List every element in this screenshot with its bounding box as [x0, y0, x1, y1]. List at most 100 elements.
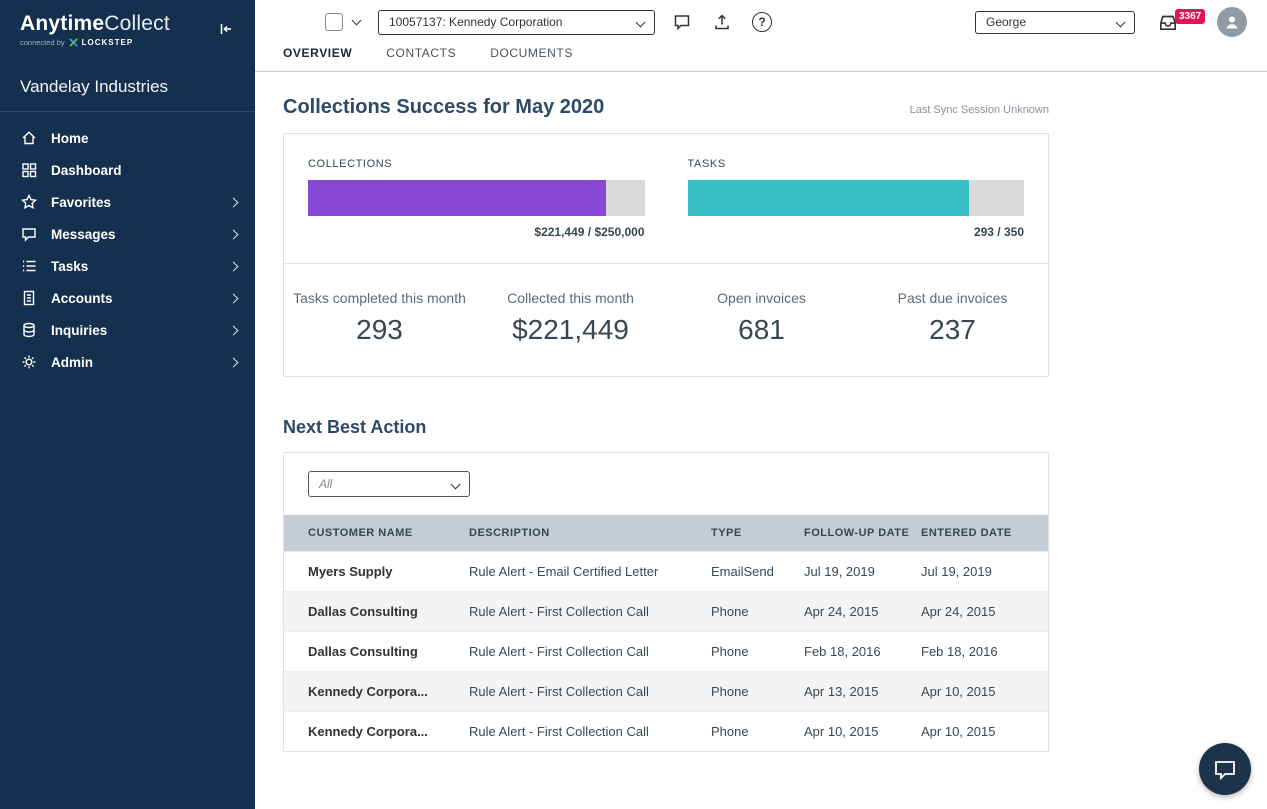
cell-customer: Dallas Consulting	[308, 604, 418, 619]
user-select[interactable]: George	[975, 10, 1135, 34]
sidebar-collapse-icon[interactable]	[213, 16, 239, 47]
home-icon	[20, 129, 38, 147]
account-select[interactable]: 10057137: Kennedy Corporation	[378, 9, 655, 35]
brand-collect: Collect	[104, 12, 170, 35]
cell-type: Phone	[711, 724, 749, 739]
table-row[interactable]: Kennedy Corpora... Rule Alert - First Co…	[284, 671, 1048, 711]
database-icon	[20, 321, 38, 339]
cell-customer: Dallas Consulting	[308, 644, 418, 659]
sidebar-item-admin[interactable]: Admin	[0, 346, 255, 378]
table-row[interactable]: Kennedy Corpora... Rule Alert - First Co…	[284, 711, 1048, 751]
sidebar: AnytimeCollect connected by LOCKSTEP Van…	[0, 0, 255, 809]
table-header-row: CUSTOMER NAME DESCRIPTION TYPE FOLLOW-UP…	[284, 515, 1048, 551]
main-content: Collections Success for May 2020 Last Sy…	[255, 72, 1267, 792]
chat-bubble-icon	[1215, 761, 1235, 781]
cell-description: Rule Alert - First Collection Call	[469, 684, 649, 699]
chevron-right-icon	[228, 357, 239, 367]
cell-followup: Apr 24, 2015	[804, 604, 879, 619]
table-row[interactable]: Dallas Consulting Rule Alert - First Col…	[284, 591, 1048, 631]
connected-by-label: connected by	[20, 38, 65, 47]
cell-description: Rule Alert - Email Certified Letter	[469, 564, 659, 579]
sidebar-item-messages[interactable]: Messages	[0, 218, 255, 250]
cell-entered: Apr 10, 2015	[921, 684, 996, 699]
tab-documents[interactable]: DOCUMENTS	[490, 46, 573, 60]
sidebar-item-inquiries[interactable]: Inquiries	[0, 314, 255, 346]
cell-type: Phone	[711, 684, 749, 699]
account-select-value: 10057137: Kennedy Corporation	[389, 15, 563, 29]
select-all-checkbox[interactable]	[325, 13, 343, 31]
cell-type: Phone	[711, 604, 749, 619]
last-sync-status: Last Sync Session Unknown	[909, 104, 1049, 116]
column-followup-date: FOLLOW-UP DATE	[804, 527, 910, 539]
cell-description: Rule Alert - First Collection Call	[469, 644, 649, 659]
stat-collected: Collected this month $221,449	[507, 290, 634, 345]
sidebar-item-label: Favorites	[51, 194, 112, 210]
cell-entered: Feb 18, 2016	[921, 644, 998, 659]
chevron-down-icon	[1115, 17, 1126, 27]
star-icon	[20, 193, 38, 211]
sidebar-item-label: Home	[51, 130, 89, 146]
column-type: TYPE	[711, 527, 742, 539]
sidebar-item-label: Tasks	[51, 258, 89, 274]
sidebar-item-label: Dashboard	[51, 162, 122, 178]
tab-contacts[interactable]: CONTACTS	[386, 46, 457, 60]
person-icon	[1226, 16, 1238, 29]
avatar[interactable]	[1217, 7, 1247, 37]
stat-open-invoices: Open invoices 681	[717, 290, 806, 345]
sidebar-nav: Home Dashboard Favorites Messages Tasks	[0, 112, 255, 378]
company-name: Vandelay Industries	[20, 77, 169, 96]
collections-label: COLLECTIONS	[308, 158, 393, 170]
upload-icon[interactable]	[709, 9, 735, 35]
chevron-right-icon	[228, 325, 239, 335]
cell-entered: Apr 10, 2015	[921, 724, 996, 739]
cell-entered: Jul 19, 2019	[921, 564, 992, 579]
collections-value: $221,449 / $250,000	[534, 225, 645, 239]
help-icon[interactable]: ?	[749, 9, 775, 35]
chat-fab[interactable]	[1199, 743, 1251, 795]
cell-description: Rule Alert - First Collection Call	[469, 724, 649, 739]
type-filter-select[interactable]: All	[308, 471, 470, 497]
sidebar-item-label: Inquiries	[51, 322, 108, 338]
table-row[interactable]: Dallas Consulting Rule Alert - First Col…	[284, 631, 1048, 671]
tasks-bar-fill	[687, 180, 970, 216]
sidebar-item-accounts[interactable]: Accounts	[0, 282, 255, 314]
tab-overview[interactable]: OVERVIEW	[283, 46, 353, 60]
cell-description: Rule Alert - First Collection Call	[469, 604, 649, 619]
inbox-button[interactable]: 3367	[1157, 9, 1206, 35]
table-row[interactable]: Myers Supply Rule Alert - Email Certifie…	[284, 551, 1048, 591]
cell-followup: Feb 18, 2016	[804, 644, 881, 659]
sidebar-item-label: Admin	[51, 354, 93, 370]
cell-customer: Kennedy Corpora...	[308, 684, 428, 699]
cell-followup: Apr 10, 2015	[804, 724, 879, 739]
type-filter-value: All	[319, 477, 333, 491]
cell-entered: Apr 24, 2015	[921, 604, 996, 619]
collections-success-card: COLLECTIONS $221,449 / $250,000 TASKS 29…	[283, 133, 1049, 377]
tasks-value: 293 / 350	[973, 225, 1024, 239]
chevron-down-icon	[450, 479, 461, 489]
checkbox-dropdown-caret[interactable]	[349, 9, 364, 35]
collections-bar-fill	[308, 180, 607, 216]
inbox-badge: 3367	[1175, 9, 1206, 24]
sidebar-item-home[interactable]: Home	[0, 122, 255, 154]
comment-icon[interactable]	[669, 9, 695, 35]
tasks-label: TASKS	[687, 158, 726, 170]
cell-followup: Jul 19, 2019	[804, 564, 875, 579]
list-icon	[20, 257, 38, 275]
page-title: Collections Success for May 2020	[283, 96, 605, 118]
sidebar-item-favorites[interactable]: Favorites	[0, 186, 255, 218]
cell-type: EmailSend	[711, 564, 774, 579]
collections-progress: COLLECTIONS $221,449 / $250,000	[308, 158, 645, 239]
brand-logo: AnytimeCollect connected by LOCKSTEP	[20, 12, 170, 47]
chevron-right-icon	[228, 197, 239, 207]
sidebar-item-dashboard[interactable]: Dashboard	[0, 154, 255, 186]
next-best-action-card: All CUSTOMER NAME DESCRIPTION TYPE FOLLO…	[283, 452, 1049, 752]
stat-past-due-invoices: Past due invoices 237	[897, 290, 1008, 345]
next-best-action-title: Next Best Action	[283, 417, 427, 437]
next-best-action-table: CUSTOMER NAME DESCRIPTION TYPE FOLLOW-UP…	[284, 515, 1048, 751]
lockstep-label: LOCKSTEP	[81, 38, 134, 47]
tab-bar: OVERVIEW CONTACTS DOCUMENTS	[255, 44, 1267, 72]
sidebar-item-tasks[interactable]: Tasks	[0, 250, 255, 282]
cell-customer: Kennedy Corpora...	[308, 724, 428, 739]
brand-anytime: Anytime	[20, 12, 105, 35]
